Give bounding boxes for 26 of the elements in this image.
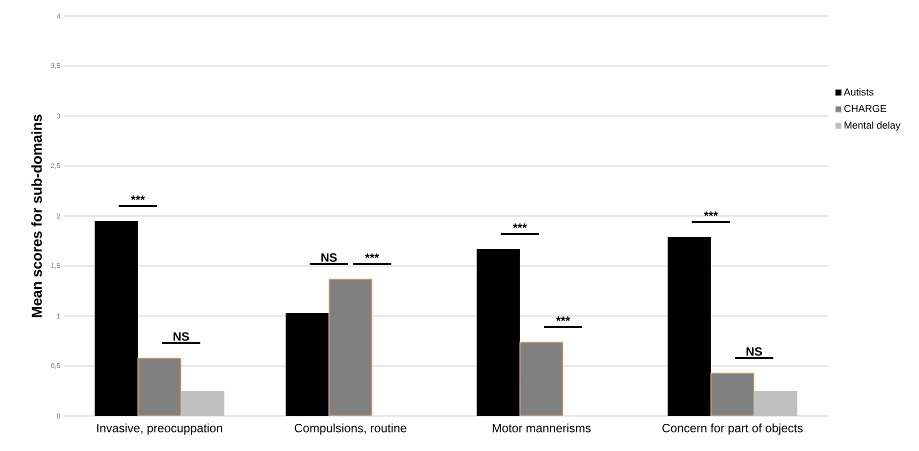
- x-tick-label: Concern for part of objects: [662, 424, 803, 435]
- bar: [710, 372, 754, 416]
- annotation: ***: [556, 316, 570, 322]
- x-tick-label: Motor mannerisms: [492, 424, 591, 432]
- legend-label: CHARGE: [844, 104, 886, 112]
- bar: [328, 278, 372, 416]
- bar: [181, 391, 224, 416]
- annotation: ***: [365, 254, 380, 258]
- bar: [94, 221, 138, 416]
- legend-label: Autists: [844, 88, 874, 96]
- bar: [286, 313, 329, 416]
- bar: [138, 358, 182, 416]
- bar: [520, 342, 564, 416]
- legend-label: Mental delay: [844, 121, 900, 131]
- bar: [668, 237, 711, 416]
- x-tick-label: Invasive, preocuppation: [97, 424, 222, 435]
- annotation: ***: [130, 196, 145, 200]
- x-tick-label: Compulsions, routine: [294, 424, 406, 435]
- bar: [476, 249, 520, 416]
- annotation: ***: [704, 212, 718, 216]
- annotation: ***: [512, 224, 527, 228]
- annotation: NS: [321, 253, 337, 262]
- y-axis-title: Mean scores for sub-domains: [31, 114, 42, 318]
- bar: [754, 391, 798, 416]
- annotation: NS: [174, 332, 189, 341]
- annotation: NS: [746, 347, 762, 356]
